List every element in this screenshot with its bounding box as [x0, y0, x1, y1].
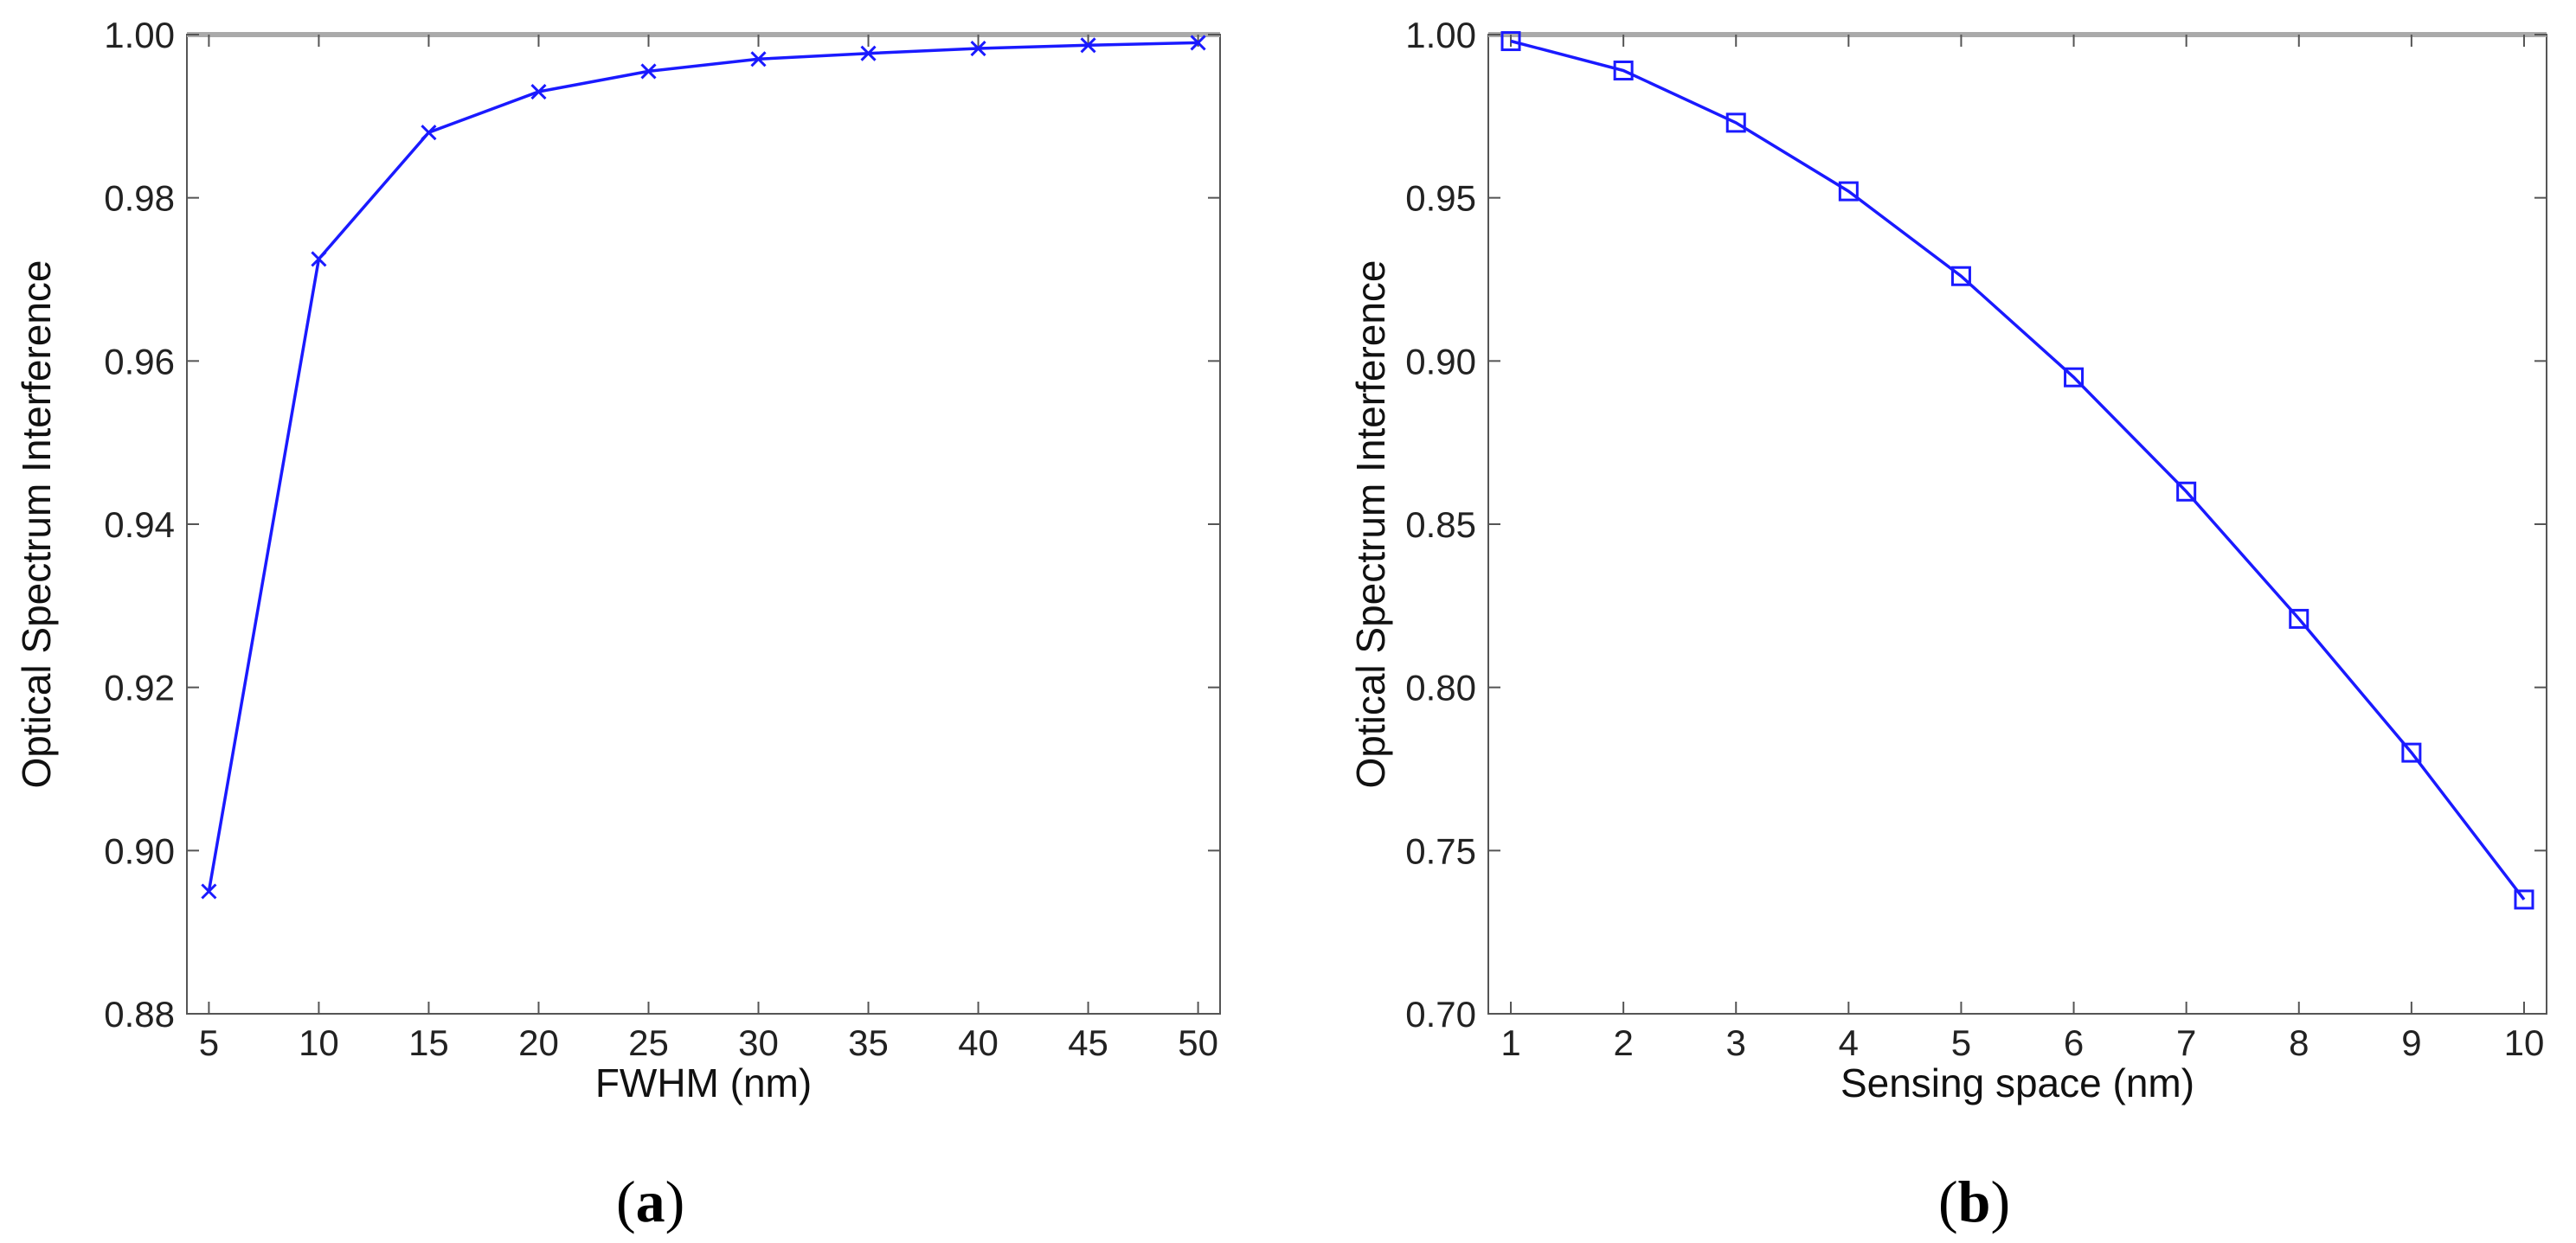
data-point-b-9 — [2514, 889, 2534, 910]
y-tick-label-a-2: 0.92 — [104, 668, 175, 708]
chart-b: 1 2 3 4 5 6 7 8 9 10 0.70 0.75 0.80 0.85 0.90 0.95 1.00 S… — [1348, 15, 2547, 1105]
data-point-b-8 — [2401, 742, 2422, 763]
data-point-mark-a-8-2 — [1080, 37, 1096, 54]
x-tick-label-a-9: 50 — [1178, 1022, 1218, 1063]
y-tick-label-a-1: 0.90 — [104, 830, 175, 871]
data-point-mark-a-1-2 — [311, 251, 327, 267]
y-tick-label-b-2: 0.80 — [1405, 668, 1476, 708]
data-point-b-1 — [1613, 61, 1634, 81]
x-tick-label-b-6: 7 — [2176, 1022, 2196, 1063]
x-tick-label-b-8: 9 — [2401, 1022, 2421, 1063]
y-tick-label-b-1: 0.75 — [1405, 830, 1476, 871]
caption-a: (a) — [616, 1169, 685, 1234]
caption-b-letter: b — [1957, 1169, 1991, 1234]
data-point-a-0 — [201, 883, 217, 900]
y-tick-label-b-0: 0.70 — [1405, 994, 1476, 1035]
data-point-a-6 — [860, 45, 877, 61]
x-tick-label-b-9: 10 — [2504, 1022, 2545, 1063]
data-point-mark-a-6-2 — [860, 45, 877, 61]
y-tick-label-a-4: 0.96 — [104, 341, 175, 381]
data-point-a-9 — [1190, 35, 1206, 51]
data-point-a-3 — [530, 83, 547, 100]
x-axis-label-a: FWHM (nm) — [595, 1060, 812, 1105]
x-tick-label-a-4: 25 — [628, 1022, 669, 1063]
data-point-a-2 — [421, 125, 437, 141]
y-tick-label-b-6: 1.00 — [1405, 15, 1476, 55]
y-axis-label-b: Optical Spectrum Interference — [1348, 259, 1393, 788]
x-tick-label-a-2: 15 — [408, 1022, 449, 1063]
plot-frame-b — [1487, 34, 2547, 1015]
data-point-mark-a-5-2 — [750, 51, 767, 67]
data-point-a-1 — [311, 251, 327, 267]
x-tick-label-a-6: 35 — [848, 1022, 889, 1063]
y-tick-label-b-3: 0.85 — [1405, 504, 1476, 545]
data-point-b-2 — [1725, 112, 1746, 133]
series-line-b-0 — [1510, 39, 2526, 900]
data-point-mark-a-3-2 — [530, 83, 547, 100]
x-tick-label-a-8: 45 — [1068, 1022, 1108, 1063]
x-tick-label-a-1: 10 — [299, 1022, 339, 1063]
data-point-b-7 — [2289, 608, 2309, 629]
data-point-mark-a-2-2 — [421, 125, 437, 141]
data-point-a-8 — [1080, 37, 1096, 54]
x-axis-label-b: Sensing space (nm) — [1840, 1060, 2194, 1105]
data-point-mark-a-7-2 — [970, 40, 986, 57]
series-line-a-0 — [207, 41, 1198, 892]
y-tick-label-a-5: 0.98 — [104, 178, 175, 219]
x-tick-label-b-4: 5 — [1951, 1022, 1971, 1063]
x-tick-label-a-5: 30 — [738, 1022, 779, 1063]
data-point-b-0 — [1500, 31, 1521, 52]
plot-frame-a — [186, 34, 1221, 1015]
y-tick-label-b-4: 0.90 — [1405, 341, 1476, 381]
x-tick-label-b-2: 3 — [1726, 1022, 1746, 1063]
data-point-b-3 — [1838, 181, 1859, 202]
x-tick-label-a-0: 5 — [199, 1022, 219, 1063]
y-tick-label-a-6: 1.00 — [104, 15, 175, 55]
data-point-a-4 — [640, 63, 657, 80]
data-point-b-6 — [2176, 481, 2197, 502]
caption-b: (b) — [1938, 1169, 2011, 1234]
chart-a: 5 10 15 20 25 30 35 40 45 50 0.88 0.90 0.92 0.94 0.96 0… — [14, 15, 1221, 1105]
x-tick-label-b-5: 6 — [2064, 1022, 2084, 1063]
x-tick-label-b-7: 8 — [2289, 1022, 2309, 1063]
y-tick-label-b-5: 0.95 — [1405, 178, 1476, 219]
caption-a-letter: a — [635, 1169, 665, 1234]
y-axis-label-a: Optical Spectrum Interference — [14, 259, 59, 788]
y-tick-label-a-0: 0.88 — [104, 994, 175, 1035]
data-point-b-5 — [2064, 367, 2085, 388]
y-tick-label-a-3: 0.94 — [104, 504, 175, 545]
data-point-mark-a-9-2 — [1190, 35, 1206, 51]
x-tick-label-a-7: 40 — [958, 1022, 999, 1063]
x-tick-label-b-3: 4 — [1839, 1022, 1859, 1063]
x-tick-label-b-1: 2 — [1613, 1022, 1633, 1063]
data-point-a-7 — [970, 40, 986, 57]
x-tick-label-a-3: 20 — [518, 1022, 559, 1063]
data-point-b-4 — [1950, 266, 1971, 286]
x-tick-label-b-0: 1 — [1500, 1022, 1520, 1063]
data-point-mark-a-4-2 — [640, 63, 657, 80]
data-point-a-5 — [750, 51, 767, 67]
data-point-mark-a-0-2 — [201, 883, 217, 900]
